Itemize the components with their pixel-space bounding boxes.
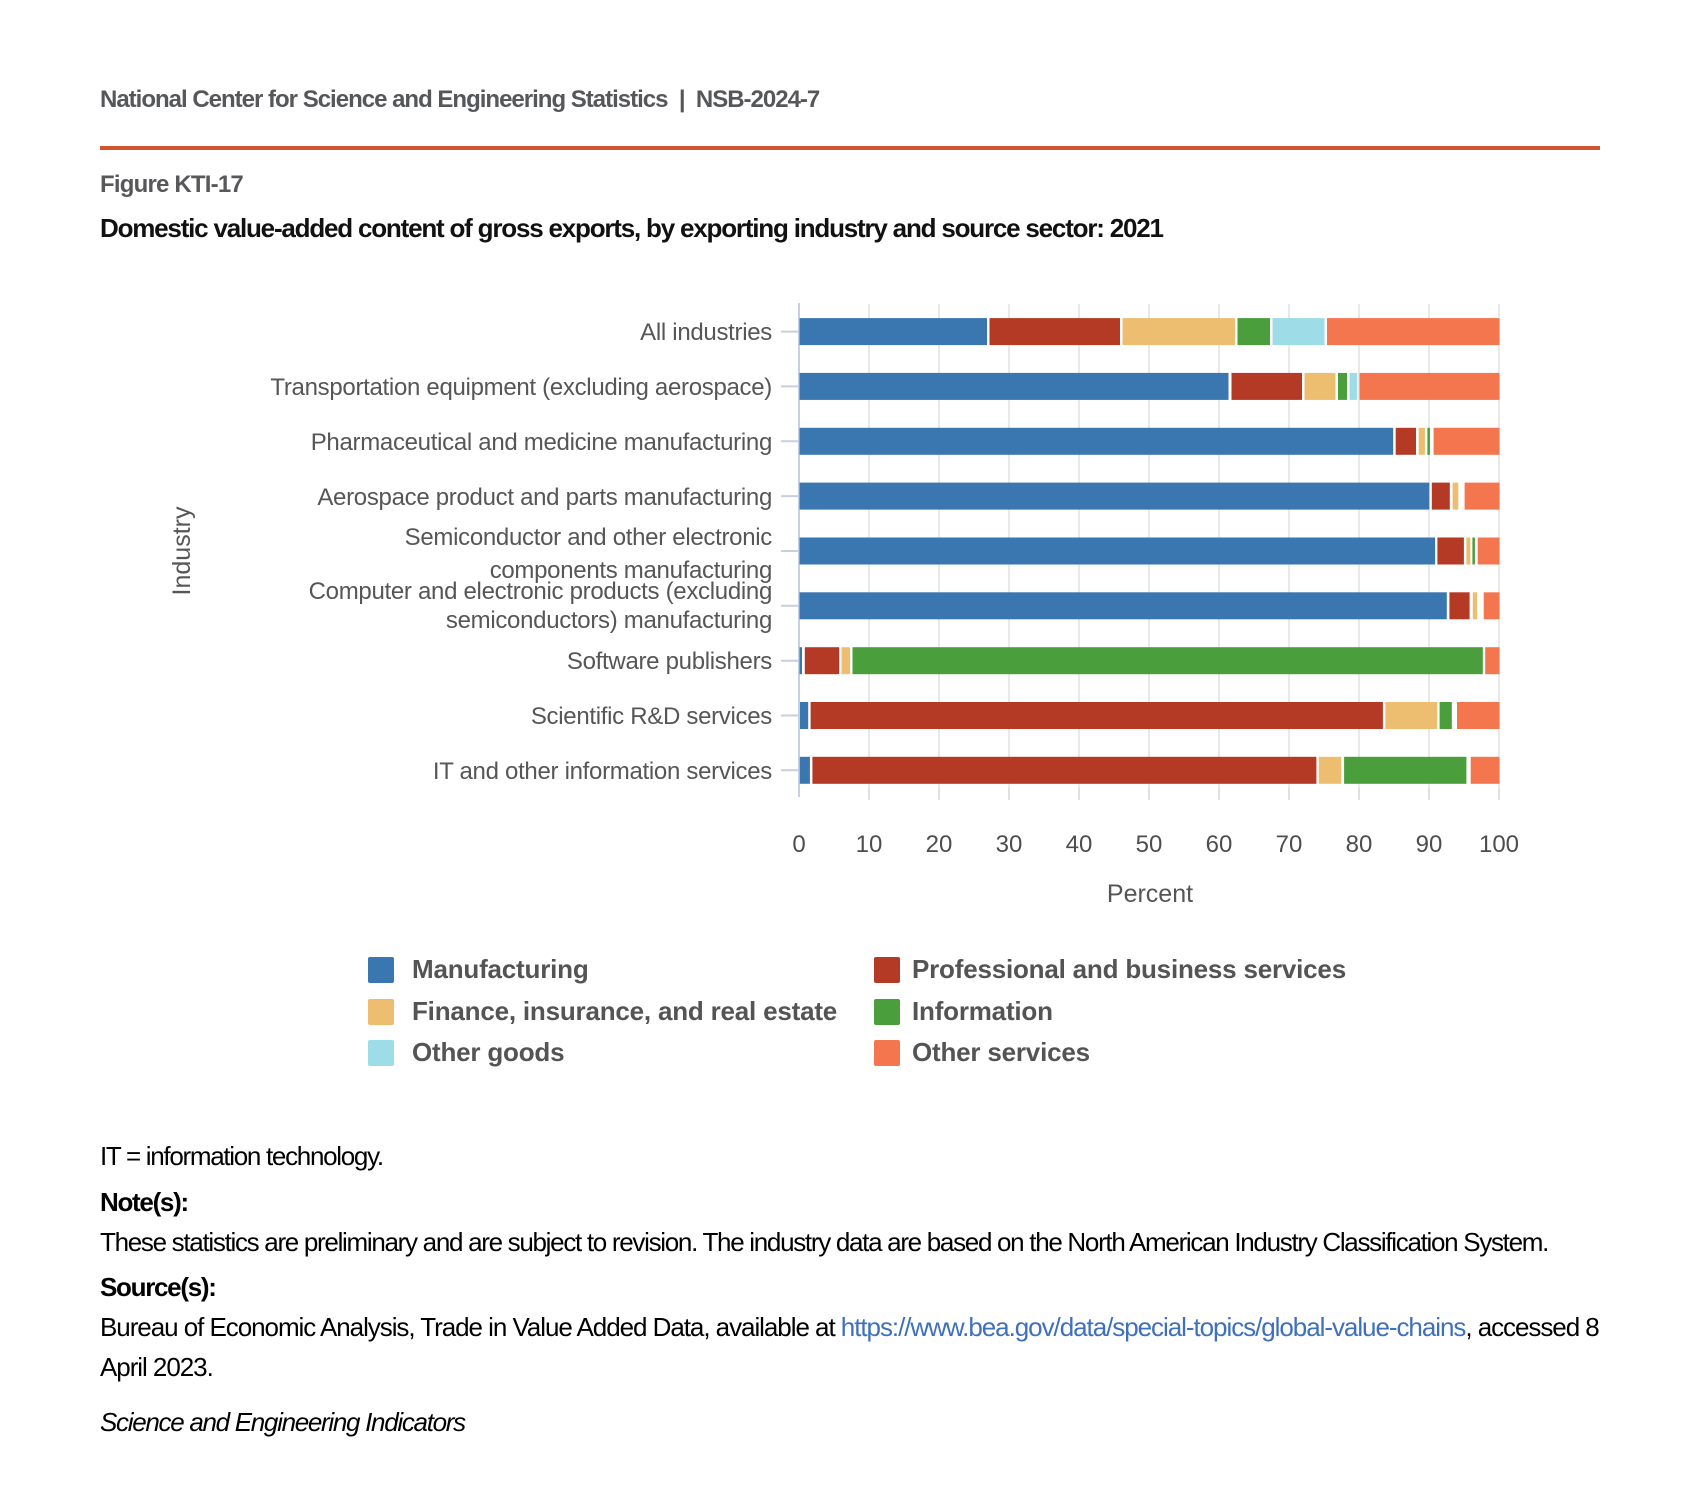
svg-text:30: 30 — [996, 831, 1023, 858]
svg-text:semiconductors) manufacturing: semiconductors) manufacturing — [446, 607, 772, 634]
svg-text:Scientific R&D services: Scientific R&D services — [531, 703, 772, 730]
svg-text:90: 90 — [1416, 831, 1443, 858]
svg-text:50: 50 — [1136, 831, 1163, 858]
svg-text:Industry: Industry — [168, 506, 196, 595]
svg-text:100: 100 — [1479, 831, 1519, 858]
svg-text:Software publishers: Software publishers — [567, 648, 772, 675]
svg-text:Transportation equipment (excl: Transportation equipment (excluding aero… — [270, 374, 772, 401]
svg-text:80: 80 — [1346, 831, 1373, 858]
svg-text:Aerospace product and parts ma: Aerospace product and parts manufacturin… — [317, 484, 772, 511]
svg-text:20: 20 — [926, 831, 953, 858]
svg-text:components manufacturing: components manufacturing — [490, 557, 772, 584]
svg-text:IT and other information servi: IT and other information services — [433, 758, 772, 785]
svg-text:40: 40 — [1066, 831, 1093, 858]
svg-text:Semiconductor and other electr: Semiconductor and other electronic — [405, 524, 773, 551]
svg-text:Computer and electronic produc: Computer and electronic products (exclud… — [309, 578, 772, 605]
svg-text:All industries: All industries — [640, 319, 772, 346]
svg-text:Percent: Percent — [1107, 880, 1193, 908]
svg-text:0: 0 — [792, 831, 805, 858]
svg-text:Pharmaceutical and medicine ma: Pharmaceutical and medicine manufacturin… — [311, 429, 772, 456]
svg-text:60: 60 — [1206, 831, 1233, 858]
svg-text:10: 10 — [856, 831, 883, 858]
svg-text:70: 70 — [1276, 831, 1303, 858]
